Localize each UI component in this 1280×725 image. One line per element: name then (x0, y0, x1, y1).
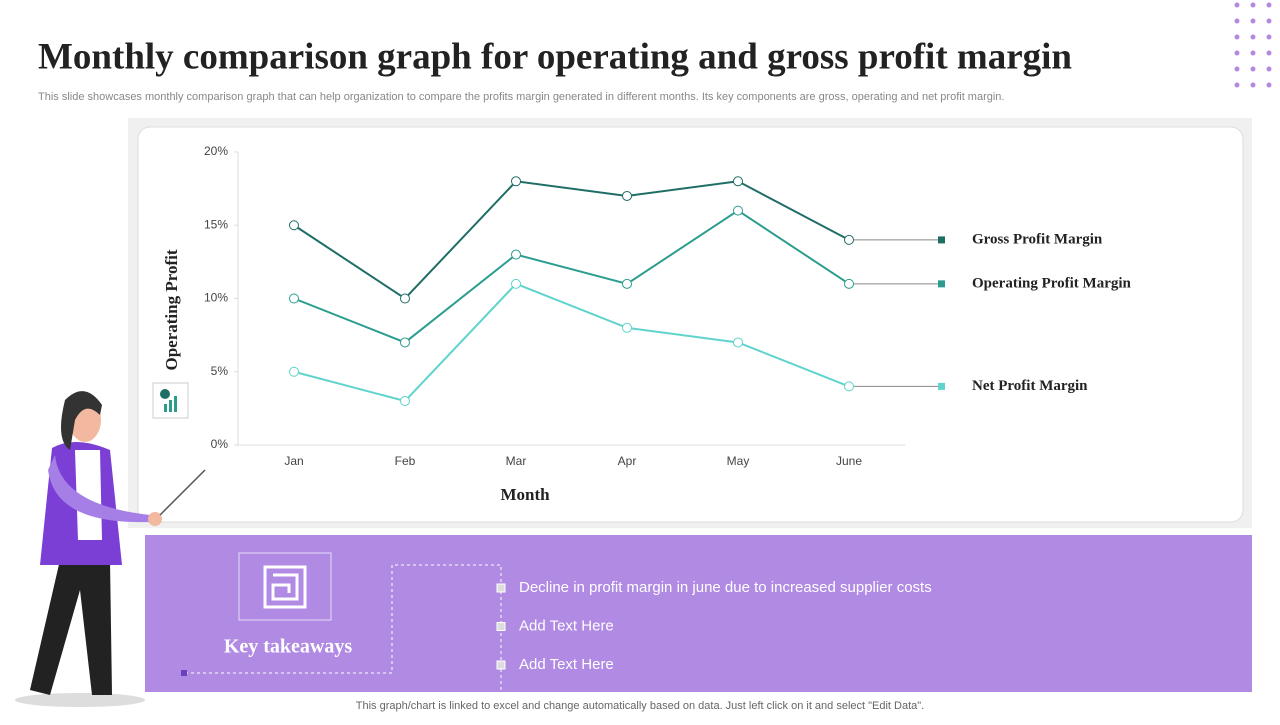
data-point (622, 322, 632, 333)
y-tick-label: 20% (204, 144, 228, 158)
bullet (496, 583, 506, 593)
chart-card (137, 126, 1244, 523)
money-icon (152, 382, 189, 419)
takeaway-item: Decline in profit margin in june due to … (519, 579, 932, 596)
connector-dot (181, 670, 187, 676)
data-point (733, 337, 743, 348)
legend-marker (938, 236, 945, 244)
series-line (293, 180, 850, 300)
legend-marker (938, 280, 945, 288)
x-tick-label: Mar (506, 454, 527, 468)
takeaways-panel (145, 535, 1252, 692)
data-point (289, 220, 299, 231)
data-point (844, 234, 854, 245)
takeaway-item: Add Text Here (519, 656, 614, 673)
maze-icon (263, 565, 307, 609)
data-point (511, 249, 521, 260)
takeaway-item: Add Text Here (519, 617, 614, 634)
y-tick-label: 10% (204, 291, 228, 305)
data-point (400, 293, 410, 304)
y-tick-label: 15% (204, 217, 228, 231)
x-tick-label: June (836, 454, 862, 468)
bullet (496, 622, 506, 631)
dots-decoration (1234, 2, 1272, 88)
x-tick-label: Jan (284, 454, 303, 468)
data-point (844, 381, 854, 392)
subtitle: This slide showcases monthly comparison … (38, 91, 1005, 103)
data-point (400, 337, 410, 348)
dashed-connector (185, 564, 502, 692)
footer: This graph/chart is linked to excel and … (356, 700, 925, 712)
data-point (622, 278, 632, 289)
data-point (511, 176, 521, 187)
x-axis-title: Month (500, 485, 550, 504)
x-tick-label: Feb (395, 454, 416, 468)
legend-label: Gross Profit Margin (972, 231, 1103, 247)
legend-marker (938, 382, 945, 390)
data-point (289, 293, 299, 304)
x-tick-label: Apr (618, 454, 637, 468)
title: Monthly comparison graph for operating a… (38, 36, 1072, 77)
maze-icon-box (238, 552, 332, 621)
data-point (844, 278, 854, 289)
x-tick-label: May (727, 454, 750, 468)
series-line (293, 209, 850, 344)
y-axis-title: Operating Profit (162, 249, 181, 370)
y-tick-label: 0% (211, 437, 229, 451)
legend-label: Net Profit Margin (972, 378, 1088, 394)
data-point (733, 176, 743, 187)
data-point (622, 190, 632, 201)
y-tick-label: 5% (211, 364, 229, 378)
data-point (400, 396, 410, 407)
data-point (289, 366, 299, 377)
data-point (511, 278, 521, 289)
bullet (496, 660, 506, 670)
presenter-illustration (15, 391, 206, 707)
series-line (293, 282, 850, 403)
legend-label: Operating Profit Margin (972, 275, 1132, 291)
data-point (733, 205, 743, 216)
takeaways-title: Key takeaways (224, 636, 353, 658)
takeaway-list: Decline in profit margin in june due to … (496, 579, 932, 673)
